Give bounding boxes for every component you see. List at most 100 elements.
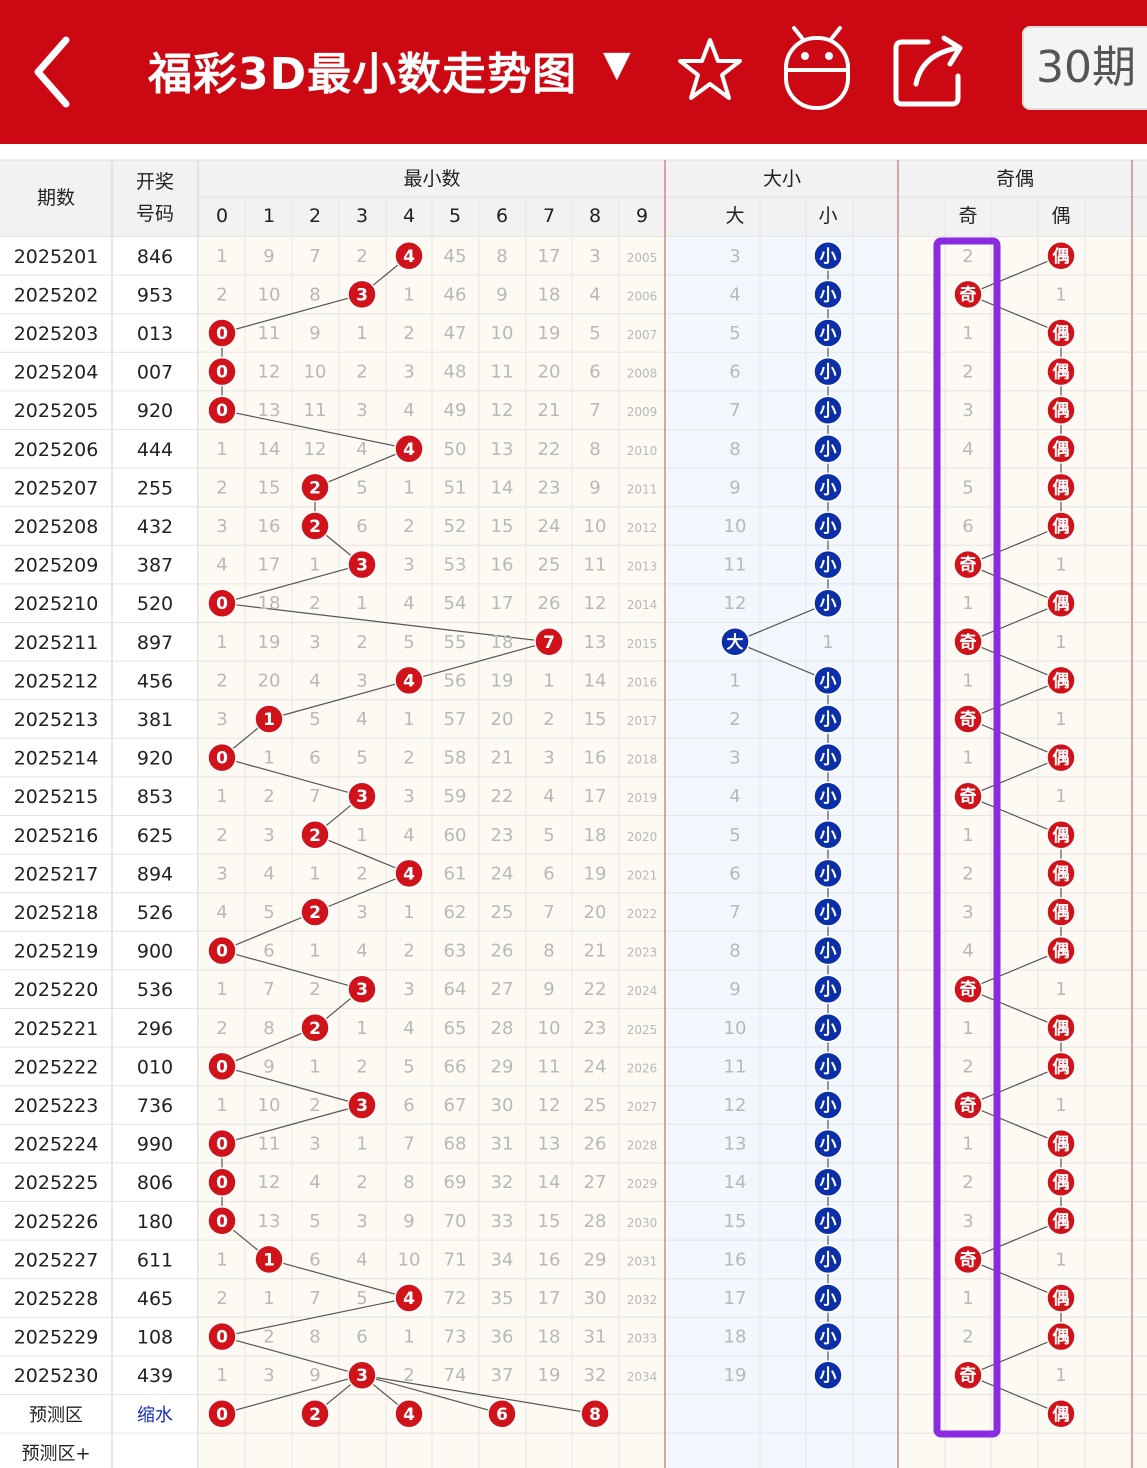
min-miss-cell: 48 [444,362,467,383]
parity-miss-cell: 1 [1055,284,1066,305]
min-hit-2025210-ball [207,588,237,618]
min-miss-cell: 46 [444,284,467,305]
parity-miss-cell: 2 [962,1172,973,1193]
prediction-pick-6-ball [487,1399,517,1429]
star-icon[interactable] [676,36,744,104]
size-miss-cell: 4 [729,786,740,807]
min-miss-cell: 10 [538,1018,561,1039]
min-miss-cell: 13 [491,439,514,460]
min-miss-cell: 2030 [627,1216,658,1230]
parity-hit-2025205: 偶 [1053,400,1070,421]
header-draw-line2: 号码 [136,203,174,225]
period-cell: 2025229 [14,1327,99,1349]
min-miss-cell: 15 [584,709,607,730]
min-miss-cell: 62 [444,902,467,923]
min-hit-2025213: 1 [263,710,275,730]
size-miss-cell: 1 [822,632,833,653]
min-miss-cell: 5 [356,748,367,769]
draw-number-cell: 381 [137,709,173,731]
min-miss-cell: 23 [538,477,561,498]
page-title[interactable]: 福彩3D最小数走势图 [148,49,578,100]
size-hit-2025208-ball [813,511,843,541]
parity-hit-2025218-ball [1046,897,1076,927]
size-hit-2025210: 小 [820,594,837,614]
min-hit-2025225-ball [207,1167,237,1197]
min-miss-cell: 5 [403,1056,414,1077]
min-miss-cell: 19 [538,323,561,344]
min-miss-cell: 25 [538,555,561,576]
parity-miss-cell: 6 [962,516,973,537]
prediction-plus-label: 预测区+ [21,1443,90,1464]
min-miss-cell: 1 [263,748,274,769]
min-miss-cell: 34 [491,1249,514,1270]
min-miss-cell: 2019 [627,791,658,805]
parity-miss-cell: 1 [1055,632,1066,653]
size-hit-2025227-ball [813,1244,843,1275]
min-miss-cell: 57 [444,709,467,730]
size-hit-2025225-ball [813,1167,843,1197]
min-hit-2025223: 3 [356,1096,368,1116]
parity-miss-cell: 2 [962,362,973,383]
min-miss-cell: 69 [444,1172,467,1193]
period-cell: 2025223 [14,1095,99,1117]
min-miss-cell: 5 [403,632,414,653]
prediction-pick-2: 2 [309,1405,321,1425]
period-cell: 2025216 [14,825,99,847]
min-miss-cell: 3 [216,709,227,730]
min-hit-2025227-ball [254,1244,284,1275]
min-hit-2025225: 0 [216,1173,228,1193]
back-arrow-icon[interactable] [30,32,100,112]
min-hit-2025205: 0 [216,401,228,421]
min-miss-cell: 1 [216,439,227,460]
title-dropdown-caret[interactable]: ▼ [603,44,631,85]
size-miss-cell: 7 [729,902,740,923]
min-miss-cell: 2020 [627,830,658,844]
parity-miss-cell: 1 [962,593,973,614]
min-hit-2025227: 1 [263,1250,275,1270]
robot-icon[interactable] [782,26,852,112]
min-miss-cell: 7 [589,400,600,421]
min-hit-2025202-ball [347,279,377,310]
header-min-digit-6: 6 [496,205,508,227]
min-miss-cell: 53 [444,555,467,576]
min-miss-cell: 1 [403,477,414,498]
draw-number-cell: 900 [137,941,173,963]
min-miss-cell: 56 [444,670,467,691]
min-miss-cell: 45 [444,246,467,267]
min-hit-2025213-ball [254,704,284,734]
size-hit-2025220: 小 [820,980,837,1000]
min-hit-2025211: 7 [543,633,555,653]
min-miss-cell: 7 [263,979,274,1000]
min-miss-cell: 2 [309,979,320,1000]
size-miss-cell: 12 [724,1095,747,1116]
period-cell: 2025210 [14,593,99,615]
min-miss-cell: 24 [538,516,561,537]
size-miss-cell: 9 [729,477,740,498]
size-miss-cell: 1 [729,670,740,691]
size-hit-2025219: 小 [820,942,837,962]
draw-number-cell: 010 [137,1056,173,1078]
min-miss-cell: 2006 [627,289,658,303]
parity-hit-2025216-ball [1046,820,1076,850]
parity-hit-2025217: 偶 [1053,863,1070,884]
min-hit-2025209-ball [347,549,377,580]
size-hit-2025229-ball [813,1321,843,1352]
min-miss-cell: 3 [216,863,227,884]
period-selector-button[interactable]: 30期 [1022,26,1147,110]
min-miss-cell: 19 [538,1365,561,1386]
shrink-link[interactable]: 缩水 [137,1405,173,1426]
min-miss-cell: 18 [584,825,607,846]
size-miss-cell: 5 [729,825,740,846]
min-miss-cell: 2017 [627,714,658,728]
min-miss-cell: 4 [309,670,320,691]
size-miss-cell: 15 [724,1211,747,1232]
size-hit-2025209-ball [813,549,843,580]
min-miss-cell: 2015 [627,637,658,651]
parity-hit-2025223-ball [953,1090,983,1120]
min-miss-cell: 2028 [627,1139,658,1153]
min-miss-cell: 6 [356,1327,367,1348]
period-cell: 2025201 [14,246,99,268]
size-miss-cell: 2 [729,709,740,730]
share-icon[interactable] [892,32,970,108]
period-cell: 2025206 [14,439,99,461]
